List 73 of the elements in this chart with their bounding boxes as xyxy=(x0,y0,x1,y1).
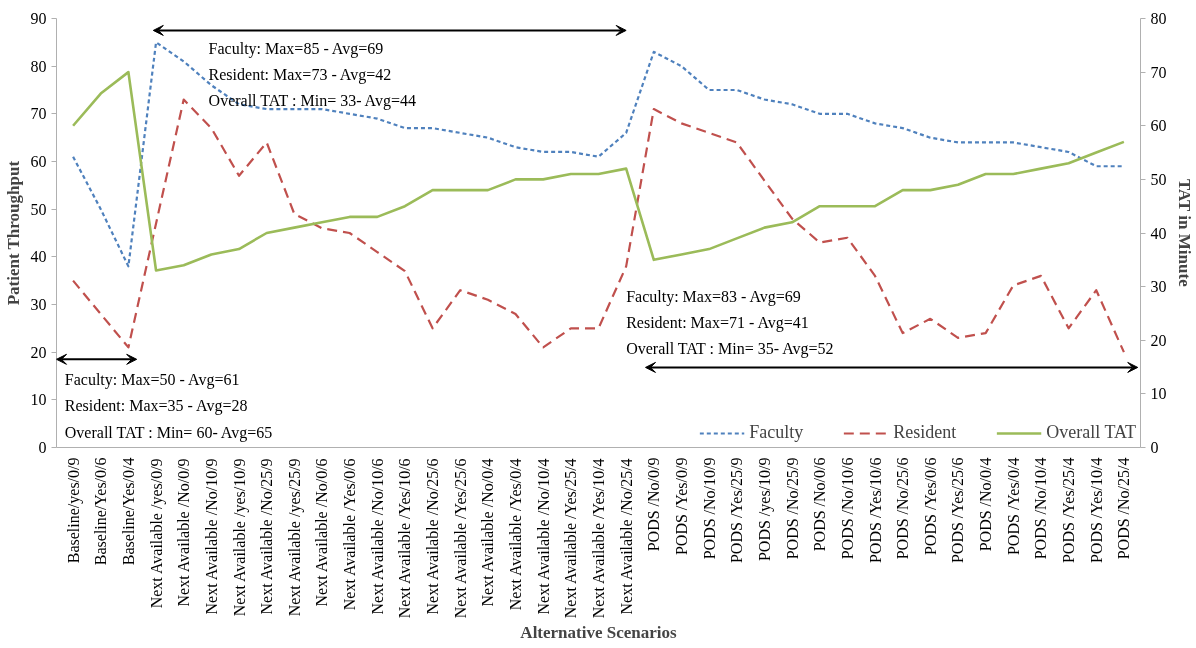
y-tick-label: 20 xyxy=(30,343,47,361)
x-tick-label: PODS /Yes/25/9 xyxy=(728,457,746,564)
y2-tick-label: 40 xyxy=(1150,224,1167,242)
x-tick-label: Next Available /Yes/0/6 xyxy=(341,458,359,611)
x-tick-label: Next Available /No/25/6 xyxy=(424,458,442,615)
legend-label: Resident xyxy=(893,422,957,443)
x-tick-label: PODS /Yes/10/4 xyxy=(1087,457,1105,564)
y-tick-label: 60 xyxy=(30,153,47,170)
annotation: Faculty: Max=83 - Avg=69 xyxy=(626,287,801,306)
x-tick-label: PODS /Yes/25/6 xyxy=(949,457,967,564)
x-axis-title: Alternative Scenarios xyxy=(520,623,678,643)
y2-tick-label: 0 xyxy=(1150,439,1159,456)
x-tick-label: Next Available /No/10/9 xyxy=(202,458,220,615)
y2-tick-label: 70 xyxy=(1150,63,1167,81)
annotation: Overall TAT : Min= 60- Avg=65 xyxy=(64,423,273,442)
y-tick-label: 80 xyxy=(30,57,47,75)
annotation: Overall TAT : Min= 33- Avg=44 xyxy=(208,92,417,111)
x-tick-label: Baseline/Yes/0/6 xyxy=(92,457,110,566)
x-tick-label: PODS /Yes/0/4 xyxy=(1004,457,1022,556)
y2-tick-label: 80 xyxy=(1150,10,1167,27)
y-tick-label: 90 xyxy=(30,10,47,27)
x-tick-label: PODS /yes/10/9 xyxy=(755,457,774,562)
y2-axis-title: TAT in Minute xyxy=(1174,179,1194,288)
y2-tick-label: 60 xyxy=(1150,117,1167,135)
y-tick-label: 50 xyxy=(30,200,47,218)
y-tick-label: 10 xyxy=(30,391,47,409)
x-tick-label: PODS /No/0/4 xyxy=(977,457,995,552)
x-tick-label: PODS /Yes/25/4 xyxy=(1060,457,1078,564)
x-tick-label: Next Available /Yes/25/4 xyxy=(562,458,580,619)
x-tick-label: PODS /Yes/10/6 xyxy=(866,457,884,564)
x-tick-label: PODS /No/25/6 xyxy=(894,457,912,560)
x-tick-label: Next Available /yes/0/9 xyxy=(147,458,166,609)
x-tick-label: Next Available /Yes/25/6 xyxy=(451,458,469,619)
x-tick-label: PODS /No/10/4 xyxy=(1032,457,1050,560)
y-tick-label: 30 xyxy=(30,296,47,313)
annotation: Resident: Max=35 - Avg=28 xyxy=(64,397,248,416)
x-tick-label: Baseline/Yes/0/4 xyxy=(119,457,137,566)
legend-label: Overall TAT xyxy=(1046,422,1136,443)
y2-tick-label: 10 xyxy=(1150,385,1167,403)
x-tick-label: Next Available /yes/25/9 xyxy=(285,458,304,617)
x-tick-label: Next Available /Yes/0/4 xyxy=(507,458,525,611)
y-axis-title: Patient Throughput xyxy=(3,160,23,306)
annotation: Faculty: Max=85 - Avg=69 xyxy=(208,39,384,58)
y2-tick-label: 30 xyxy=(1150,278,1167,296)
x-tick-label: PODS /No/25/4 xyxy=(1115,457,1133,560)
x-tick-label: PODS /No/10/6 xyxy=(838,457,856,560)
y2-tick-label: 20 xyxy=(1150,331,1167,349)
x-tick-label: Next Available /Yes/10/4 xyxy=(590,458,607,619)
x-tick-label: PODS /No/10/9 xyxy=(700,457,718,560)
legend-label: Faculty xyxy=(749,422,804,443)
x-tick-label: Next Available /No/10/4 xyxy=(534,458,552,615)
x-tick-label: Baseline/yes/0/9 xyxy=(64,457,83,564)
annotation: Resident: Max=71 - Avg=41 xyxy=(626,314,809,333)
x-tick-label: Next Available /No/25/9 xyxy=(258,458,276,615)
x-tick-label: Next Available /No/25/4 xyxy=(617,458,635,615)
x-tick-label: Next Available /No/10/6 xyxy=(368,458,386,615)
x-tick-label: PODS /Yes/0/6 xyxy=(921,457,939,556)
x-tick-label: Next Available /Yes/10/6 xyxy=(396,458,414,619)
y2-tick-label: 50 xyxy=(1150,170,1167,188)
y-tick-label: 0 xyxy=(38,439,47,456)
x-tick-label: Next Available /yes/10/9 xyxy=(230,458,249,617)
annotation: Resident: Max=73 - Avg=42 xyxy=(208,66,392,85)
x-tick-label: Next Available /No/0/6 xyxy=(313,458,331,607)
x-tick-label: PODS /No/25/9 xyxy=(783,457,801,560)
annotation: Faculty: Max=50 - Avg=61 xyxy=(64,371,240,390)
x-tick-label: PODS /No/0/9 xyxy=(645,457,663,552)
x-tick-label: PODS /No/0/6 xyxy=(811,457,829,552)
x-tick-label: PODS /Yes/0/9 xyxy=(672,457,690,556)
y-tick-label: 70 xyxy=(30,105,47,123)
y-tick-label: 40 xyxy=(30,248,47,266)
x-tick-label: Next Available /No/0/4 xyxy=(479,458,497,607)
annotation: Overall TAT : Min= 35- Avg=52 xyxy=(626,340,834,359)
x-tick-label: Next Available /No/0/9 xyxy=(175,458,193,607)
